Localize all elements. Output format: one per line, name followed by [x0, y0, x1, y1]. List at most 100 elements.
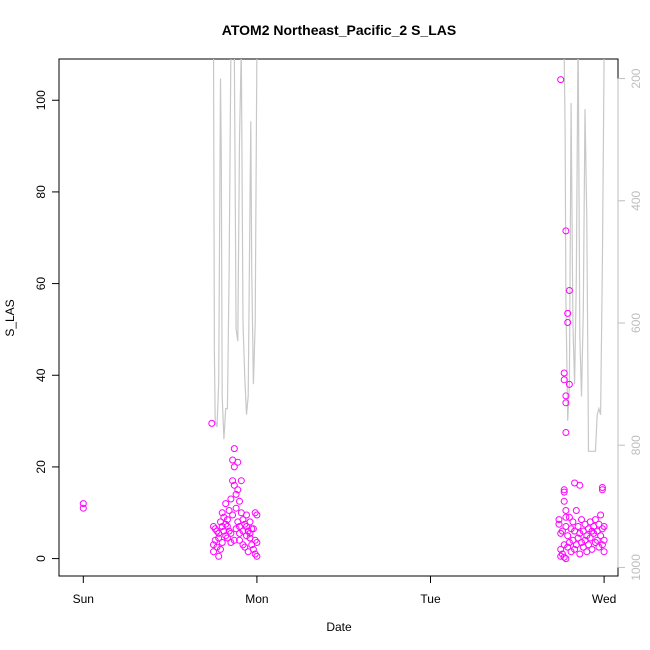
x-tick-label: Sun	[73, 592, 94, 606]
data-point	[253, 511, 261, 519]
data-point	[562, 507, 570, 514]
data-point	[218, 523, 226, 530]
data-point	[236, 536, 243, 544]
data-point	[232, 504, 240, 512]
data-point	[246, 518, 254, 526]
data-point	[595, 543, 603, 551]
data-point	[560, 376, 568, 384]
secondary-y-axis: 200 400 600 800 1000	[617, 68, 643, 581]
data-point	[218, 509, 226, 517]
x-axis-label: Date	[326, 620, 352, 634]
data-point	[562, 513, 570, 521]
data-point	[572, 507, 580, 514]
data-point	[210, 541, 217, 549]
data-point	[564, 543, 572, 551]
data-point	[565, 513, 573, 521]
data-point	[557, 76, 565, 84]
depth-line-segment-0	[212, 59, 258, 440]
x-tick-label: Wed	[592, 592, 616, 606]
data-point	[236, 529, 243, 537]
data-point	[223, 516, 231, 524]
data-point	[565, 287, 573, 294]
data-point	[223, 534, 231, 542]
y-tick-label: 60	[34, 277, 48, 291]
data-point	[562, 399, 570, 407]
data-point	[218, 539, 226, 546]
data-point	[253, 539, 261, 546]
data-point	[246, 529, 254, 537]
data-point	[236, 497, 243, 505]
data-point	[562, 555, 570, 563]
data-point	[598, 484, 606, 491]
data-point	[213, 527, 221, 535]
data-point	[560, 488, 568, 496]
data-point	[220, 527, 228, 535]
data-point	[243, 532, 250, 540]
depth-line-layer	[212, 59, 605, 452]
x-axis: Sun Mon Tue Wed	[73, 575, 616, 606]
data-point	[249, 525, 257, 533]
data-point	[230, 463, 238, 471]
chart-title: ATOM2 Northeast_Pacific_2 S_LAS	[222, 22, 456, 38]
data-point	[211, 525, 219, 533]
data-point	[564, 532, 572, 540]
data-point	[598, 486, 606, 494]
data-point	[560, 553, 568, 561]
y2-tick-label: 400	[629, 190, 643, 210]
data-point	[567, 548, 575, 556]
data-point	[600, 548, 608, 556]
data-point	[230, 481, 238, 489]
data-point	[562, 227, 570, 235]
data-point	[564, 309, 572, 317]
data-point	[232, 490, 240, 498]
data-point	[578, 539, 585, 546]
data-point	[239, 527, 247, 535]
y-axis-label: S_LAS	[3, 299, 17, 336]
data-point	[560, 497, 568, 505]
data-point	[239, 516, 247, 524]
plot-frame	[58, 58, 619, 577]
y2-tick-label: 600	[629, 313, 643, 333]
data-point	[251, 536, 259, 544]
data-point	[586, 534, 594, 542]
y2-tick-label: 1000	[629, 554, 643, 581]
data-points-layer	[79, 76, 608, 563]
data-point	[234, 486, 242, 494]
data-point	[600, 536, 608, 544]
data-point	[558, 527, 566, 535]
data-point	[555, 520, 563, 528]
data-point	[560, 369, 568, 377]
data-point	[241, 543, 249, 551]
data-point	[239, 541, 247, 549]
data-point	[593, 536, 601, 544]
data-point	[229, 511, 237, 519]
data-point	[597, 511, 605, 519]
data-point	[251, 509, 259, 517]
y2-tick-label: 200	[629, 68, 643, 88]
y-tick-label: 80	[34, 185, 48, 199]
data-point	[243, 523, 250, 530]
data-point	[79, 500, 87, 508]
data-point	[210, 548, 217, 556]
data-point	[243, 511, 250, 519]
data-point	[217, 545, 224, 553]
y-tick-label: 0	[34, 555, 48, 562]
data-point	[576, 550, 584, 558]
data-point	[565, 539, 573, 546]
data-point	[590, 529, 598, 537]
data-point	[565, 380, 573, 388]
data-point	[569, 518, 577, 526]
y2-tick-label: 800	[629, 435, 643, 455]
data-point	[225, 527, 233, 535]
data-point	[237, 477, 245, 485]
y-tick-label: 40	[34, 368, 48, 382]
data-point	[567, 525, 575, 533]
data-point	[223, 523, 231, 530]
data-point	[555, 516, 563, 524]
data-point	[230, 536, 238, 544]
data-point	[576, 481, 584, 489]
data-point	[213, 543, 221, 551]
data-point	[227, 529, 235, 537]
data-point	[227, 495, 235, 503]
